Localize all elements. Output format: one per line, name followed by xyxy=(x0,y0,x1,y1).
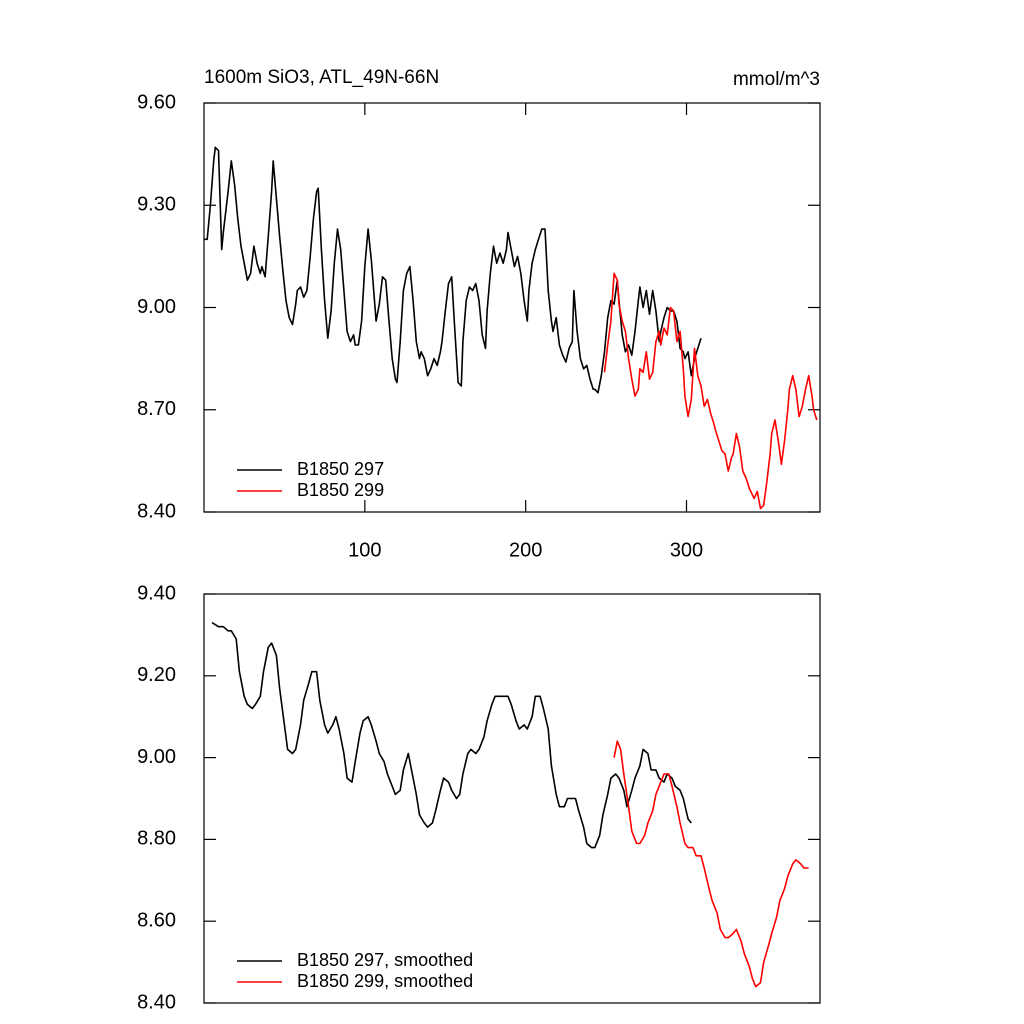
data-line xyxy=(613,740,809,988)
y-tick-label: 9.20 xyxy=(137,664,176,686)
y-tick-label: 8.60 xyxy=(137,909,176,931)
legend-label: B1850 297 xyxy=(297,459,384,479)
y-tick-label: 8.40 xyxy=(137,500,176,522)
legend-label: B1850 297, smoothed xyxy=(297,950,473,970)
data-line xyxy=(211,621,692,849)
x-tick-label: 300 xyxy=(670,539,703,561)
data-line xyxy=(204,146,702,394)
y-tick-label: 9.60 xyxy=(137,91,176,113)
y-tick-label: 8.70 xyxy=(137,398,176,420)
y-tick-label: 8.80 xyxy=(137,828,176,850)
plot-frame xyxy=(203,102,821,513)
y-tick-label: 9.30 xyxy=(137,194,176,216)
units-label: mmol/m^3 xyxy=(733,69,820,90)
x-tick-label: 200 xyxy=(509,539,542,561)
plot-frame xyxy=(203,593,821,1004)
y-tick-label: 9.40 xyxy=(137,582,176,604)
chart-title: 1600m SiO3, ATL_49N-66N xyxy=(204,67,439,88)
y-tick-label: 9.00 xyxy=(137,746,176,768)
legend-label: B1850 299, smoothed xyxy=(297,971,473,991)
data-line xyxy=(603,272,818,510)
y-tick-label: 9.00 xyxy=(137,296,176,318)
legend-label: B1850 299 xyxy=(297,480,384,500)
y-tick-label: 8.40 xyxy=(137,991,176,1013)
x-tick-label: 100 xyxy=(348,539,381,561)
